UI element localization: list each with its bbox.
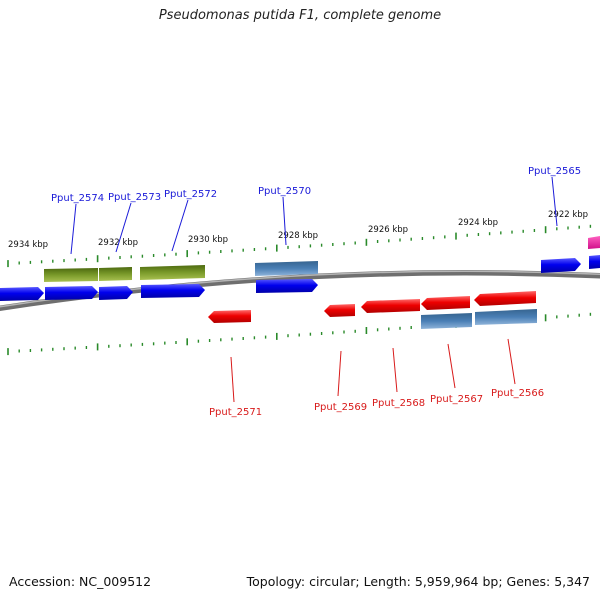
leader-line-pput-2572 bbox=[171, 199, 189, 252]
scale-label-2922: 2922 kbp bbox=[548, 210, 588, 220]
leader-line-pput-2567 bbox=[447, 343, 456, 389]
gene-label-pput-2566[interactable]: Pput_2566 bbox=[491, 388, 544, 399]
gene-bar-olive-1[interactable] bbox=[44, 268, 98, 282]
scale-label-2932: 2932 kbp bbox=[98, 238, 138, 248]
leader-line-pput-2570 bbox=[282, 196, 287, 246]
gene-label-pput-2569[interactable]: Pput_2569 bbox=[314, 402, 367, 413]
gene-label-pput-2567[interactable]: Pput_2567 bbox=[430, 394, 483, 405]
gene-bar-pink-1[interactable] bbox=[588, 236, 600, 249]
gene-bar-steel-2[interactable] bbox=[421, 313, 472, 329]
cds-arrow-blue-5[interactable] bbox=[256, 279, 318, 293]
gene-bar-steel-3[interactable] bbox=[475, 309, 537, 325]
scale-label-2934: 2934 kbp bbox=[8, 240, 48, 250]
genome-summary-text: Topology: circular; Length: 5,959,964 bp… bbox=[246, 574, 590, 589]
leader-line-pput-2571 bbox=[230, 356, 235, 403]
cds-arrow-red-3[interactable] bbox=[361, 299, 420, 313]
cds-arrow-red-2[interactable] bbox=[324, 304, 355, 317]
cds-arrow-blue-2[interactable] bbox=[45, 286, 98, 300]
cds-arrow-red-4[interactable] bbox=[421, 296, 470, 310]
cds-arrow-blue-3[interactable] bbox=[99, 286, 133, 300]
scale-label-2928: 2928 kbp bbox=[278, 231, 318, 241]
scale-label-2926: 2926 kbp bbox=[368, 225, 408, 235]
gene-label-pput-2574[interactable]: Pput_2574 bbox=[51, 193, 104, 204]
leader-line-pput-2566 bbox=[507, 338, 516, 385]
scale-label-2930: 2930 kbp bbox=[188, 235, 228, 245]
cds-arrow-blue-1[interactable] bbox=[0, 287, 44, 301]
scale-ticks-upper bbox=[7, 224, 592, 268]
gene-label-pput-2570[interactable]: Pput_2570 bbox=[258, 186, 311, 197]
gene-label-pput-2571[interactable]: Pput_2571 bbox=[209, 407, 262, 418]
cds-arrow-blue-7[interactable] bbox=[589, 255, 600, 269]
gene-label-pput-2573[interactable]: Pput_2573 bbox=[108, 192, 161, 203]
cds-arrow-red-1[interactable] bbox=[208, 310, 251, 323]
accession-text: Accession: NC_009512 bbox=[9, 574, 152, 589]
leader-line-pput-2574 bbox=[70, 203, 77, 255]
gene-bar-steel-1[interactable] bbox=[255, 261, 318, 276]
gene-bar-olive-3[interactable] bbox=[140, 265, 205, 280]
leader-line-pput-2569 bbox=[337, 350, 342, 397]
gene-bar-olive-2[interactable] bbox=[99, 267, 132, 281]
scale-label-2924: 2924 kbp bbox=[458, 218, 498, 228]
cds-arrow-blue-6[interactable] bbox=[541, 258, 581, 273]
gene-label-pput-2565[interactable]: Pput_2565 bbox=[528, 166, 581, 177]
leader-line-pput-2573 bbox=[115, 202, 132, 253]
leader-line-pput-2565 bbox=[551, 176, 558, 227]
cds-arrow-red-5[interactable] bbox=[474, 291, 536, 306]
cds-arrow-blue-4[interactable] bbox=[141, 284, 205, 298]
leader-line-pput-2568 bbox=[392, 347, 398, 393]
gene-label-pput-2572[interactable]: Pput_2572 bbox=[164, 189, 217, 200]
map-title: Pseudomonas putida F1, complete genome bbox=[158, 8, 442, 23]
gene-label-pput-2568[interactable]: Pput_2568 bbox=[372, 398, 425, 409]
